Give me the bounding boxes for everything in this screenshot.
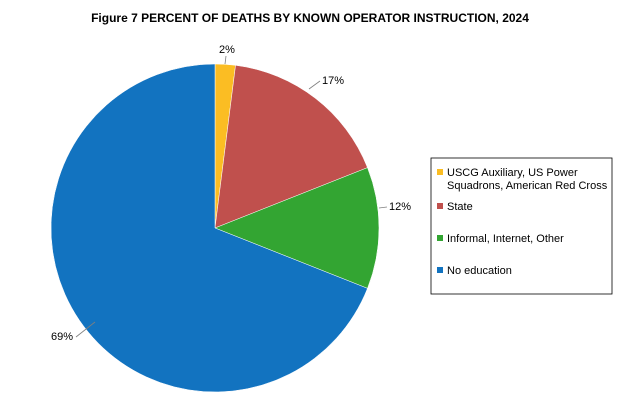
legend-marker: [437, 203, 443, 209]
pie-slices: [50, 63, 380, 393]
leader-line: [224, 55, 227, 65]
legend-label: USCG Auxiliary, US Power: [447, 167, 578, 179]
legend-label: State: [447, 201, 473, 213]
leader-line: [308, 80, 321, 90]
data-label: 69%: [51, 331, 73, 343]
data-label: 12%: [389, 201, 411, 213]
legend-label: No education: [447, 265, 512, 277]
legend-label: Squadrons, American Red Cross: [447, 180, 608, 192]
legend-marker: [437, 169, 443, 175]
chart-title: Figure 7 PERCENT OF DEATHS BY KNOWN OPER…: [91, 11, 529, 25]
legend-label: Informal, Internet, Other: [447, 233, 564, 245]
leader-line: [75, 321, 96, 338]
leader-lines: [75, 55, 388, 338]
pie-slice: [50, 63, 368, 393]
data-label: 2%: [219, 44, 235, 56]
data-label: 17%: [322, 75, 344, 87]
leader-line: [378, 206, 388, 209]
legend-box: [430, 157, 613, 295]
legend-marker: [437, 235, 443, 241]
legend-marker: [437, 267, 443, 273]
data-labels: 2% 17% 12% 69%: [51, 44, 411, 343]
pie-slice: [214, 167, 380, 289]
pie-slice: [214, 65, 368, 229]
